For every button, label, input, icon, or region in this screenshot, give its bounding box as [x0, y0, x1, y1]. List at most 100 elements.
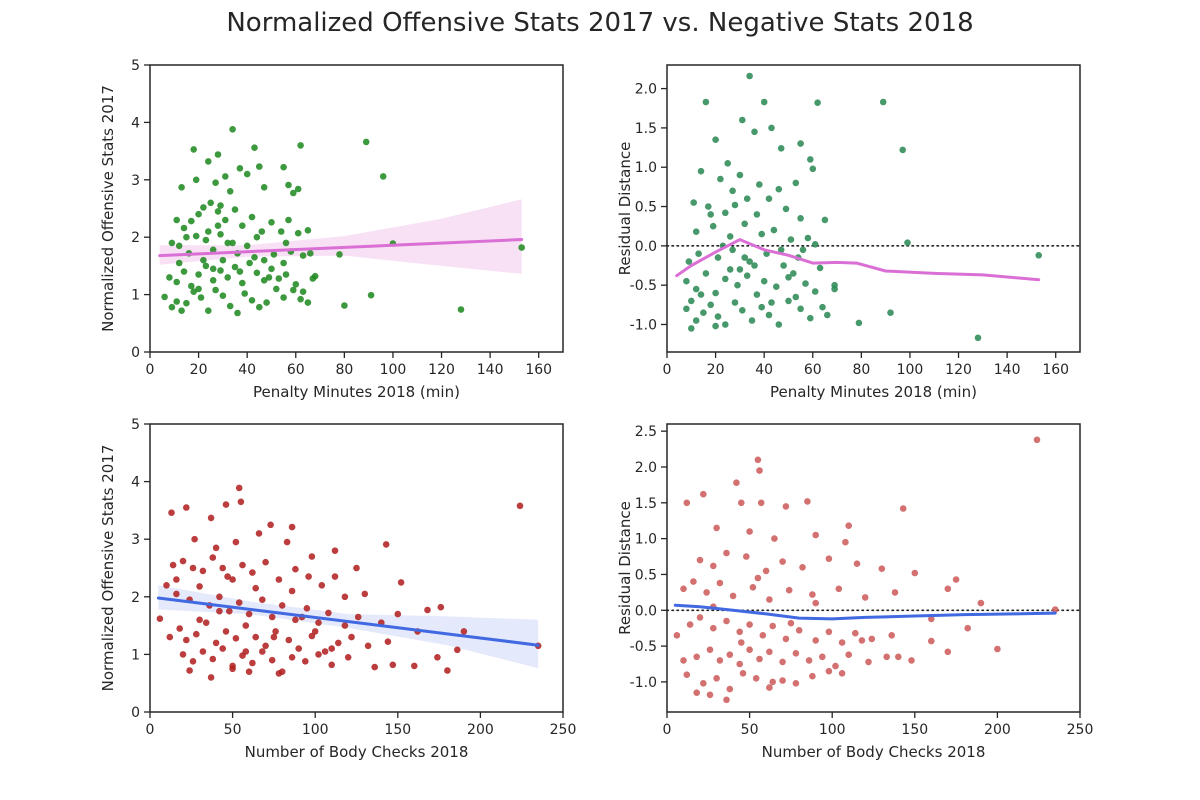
data-point — [308, 553, 316, 560]
data-point — [713, 524, 720, 532]
data-point — [173, 576, 180, 583]
data-point — [255, 530, 263, 537]
data-point — [305, 573, 312, 580]
y-tick-label: 2.0 — [635, 82, 657, 98]
data-point — [766, 596, 773, 603]
y-tick-label: -1.0 — [630, 317, 657, 333]
data-point — [457, 306, 465, 313]
data-point — [714, 313, 722, 320]
data-point — [278, 602, 286, 609]
data-point — [944, 648, 952, 656]
data-point — [746, 258, 753, 265]
data-point — [307, 250, 314, 257]
data-point — [709, 222, 717, 230]
data-point — [397, 579, 405, 586]
y-tick-label: 0 — [131, 705, 140, 721]
data-point — [295, 645, 303, 652]
data-point — [766, 648, 773, 656]
panel-res-bc: 0 50 100 150 200 250 -1.0 -0.5 0.0 0.5 1.0 1.5 2.0 2.… — [616, 423, 1093, 761]
data-point — [712, 289, 719, 297]
data-point — [831, 285, 838, 293]
data-point — [726, 685, 734, 693]
data-point — [272, 628, 279, 635]
data-point — [723, 696, 730, 704]
x-tick-label: 100 — [380, 362, 407, 378]
data-point — [702, 270, 710, 277]
data-point — [738, 639, 745, 646]
data-point — [207, 674, 215, 681]
data-point — [285, 636, 293, 644]
data-point — [226, 188, 234, 195]
panel-reg-bc: 0 50 100 150 200 250 0 1 2 3 4 5 Number of Body Chec… — [99, 417, 576, 761]
data-point — [191, 535, 198, 543]
data-point — [222, 628, 230, 635]
data-point — [328, 645, 336, 652]
data-point — [683, 277, 690, 285]
data-point — [977, 599, 985, 607]
data-point — [777, 145, 785, 152]
data-point — [804, 498, 811, 505]
data-point — [753, 291, 761, 298]
y-tick-label: -0.5 — [630, 639, 657, 655]
data-point — [252, 584, 259, 592]
data-point — [782, 205, 790, 213]
data-point — [236, 165, 244, 172]
data-point — [792, 293, 800, 301]
data-point — [797, 140, 804, 147]
data-point — [371, 663, 379, 671]
data-point — [673, 632, 681, 639]
data-point — [263, 299, 270, 306]
data-point — [207, 514, 215, 522]
data-point — [424, 606, 431, 614]
data-point — [799, 246, 807, 254]
panel-res-pim: 0 20 40 60 80 100 120 140 160 -1.0 -0.5 0.0 0.5 1.0 1.… — [616, 64, 1081, 401]
data-point — [437, 603, 445, 611]
data-point — [224, 239, 231, 247]
y-tick-label: 0 — [131, 345, 140, 361]
data-point — [928, 615, 935, 623]
data-point — [199, 567, 207, 575]
data-point — [226, 607, 233, 615]
data-point — [746, 72, 753, 80]
data-point — [169, 561, 177, 569]
data-point — [964, 624, 971, 632]
data-point — [394, 610, 402, 618]
data-point — [779, 677, 786, 684]
data-point — [743, 553, 750, 560]
x-tick-label: 50 — [741, 722, 759, 738]
x-tick-label: 100 — [819, 722, 846, 738]
x-tick-label: 0 — [146, 722, 155, 738]
data-point — [235, 599, 243, 606]
data-point — [680, 657, 687, 664]
data-point — [736, 660, 743, 668]
data-point — [754, 456, 762, 464]
data-point — [835, 585, 843, 593]
data-point — [845, 522, 852, 529]
confidence-band — [158, 585, 539, 669]
data-point — [251, 253, 258, 261]
data-point — [183, 504, 190, 511]
data-point — [785, 297, 792, 305]
data-point — [229, 576, 236, 583]
data-point — [766, 684, 773, 691]
data-point — [179, 557, 187, 565]
data-point — [855, 319, 863, 327]
data-point — [724, 160, 731, 167]
y-tick-label: 0.5 — [635, 567, 657, 583]
data-point — [716, 657, 724, 664]
data-point — [952, 576, 960, 583]
data-point — [178, 184, 185, 191]
x-tick-label: 40 — [238, 362, 256, 378]
data-point — [262, 642, 269, 650]
data-point — [315, 651, 322, 658]
data-point — [1035, 252, 1042, 259]
x-tick-label: 140 — [994, 362, 1021, 378]
data-point — [768, 124, 775, 132]
data-point — [315, 619, 322, 626]
x-axis-label: Number of Body Checks 2018 — [245, 743, 469, 761]
data-point — [205, 228, 212, 235]
data-point — [814, 99, 821, 106]
data-point — [700, 309, 707, 317]
data-point — [706, 646, 714, 653]
